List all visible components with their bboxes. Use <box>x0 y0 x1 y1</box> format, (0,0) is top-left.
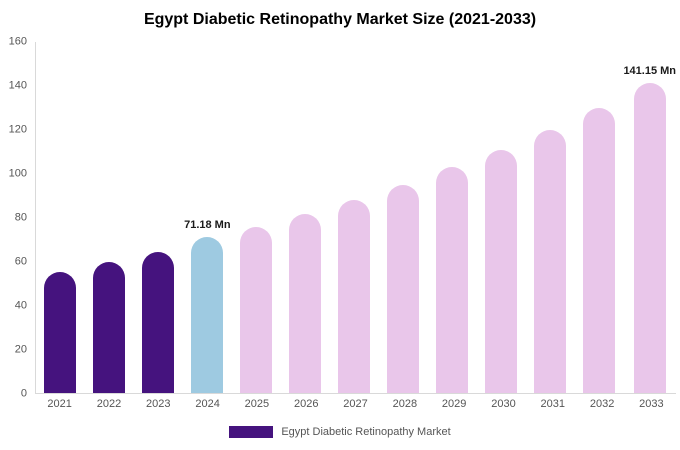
x-tick-label: 2033 <box>639 398 664 410</box>
bar-2023 <box>142 251 175 393</box>
bar-2028 <box>387 184 420 393</box>
y-tick-label: 160 <box>8 35 27 48</box>
bar-slot <box>428 42 477 393</box>
legend-swatch <box>229 426 274 438</box>
x-tick-label: 2026 <box>293 398 319 410</box>
legend-label: Egypt Diabetic Retinopathy Market <box>281 426 451 438</box>
bar-slot: 71.18 Mn <box>183 42 232 393</box>
y-tick-label: 100 <box>8 167 27 180</box>
chart-title: Egypt Diabetic Retinopathy Market Size (… <box>143 11 537 28</box>
y-tick-label: 0 <box>20 387 27 400</box>
bar-slot <box>574 42 623 393</box>
bar-2030 <box>485 149 518 393</box>
bar-slot <box>232 42 281 393</box>
y-tick-label: 120 <box>8 123 27 136</box>
x-tick-label: 2022 <box>96 398 122 410</box>
bar-2024 <box>191 236 224 393</box>
bar-slot <box>526 42 575 393</box>
y-tick-label: 40 <box>14 299 27 312</box>
x-tick-label: 2032 <box>589 398 615 410</box>
bar-slot <box>134 42 183 393</box>
x-tick-label: 2029 <box>441 398 467 410</box>
bar-slot: 141.15 Mn <box>623 42 676 393</box>
y-axis: 0 20 40 60 80 100 120 140 160 <box>0 36 33 399</box>
bar-value-label: 71.18 Mn <box>184 218 231 231</box>
bar-2031 <box>534 129 566 393</box>
bar-2029 <box>436 167 469 393</box>
y-tick-label: 60 <box>14 255 27 268</box>
y-tick-label: 80 <box>14 211 27 224</box>
y-tick-label: 140 <box>8 79 27 92</box>
x-tick-label: 2024 <box>195 398 220 410</box>
bar-2027 <box>338 199 371 393</box>
bars-container: 71.18 Mn 141.15 Mn <box>36 42 676 393</box>
bar-2025 <box>240 227 273 393</box>
legend: Egypt Diabetic Retinopathy Market <box>0 426 680 438</box>
bar-2021 <box>44 272 77 393</box>
x-tick-label: 2023 <box>146 398 171 410</box>
y-tick-label: 20 <box>14 343 27 356</box>
x-tick-label: 2031 <box>540 398 566 410</box>
x-tick-label: 2028 <box>392 398 418 410</box>
bar-value-label: 141.15 Mn <box>623 65 677 78</box>
bar-slot <box>379 42 428 393</box>
x-tick-label: 2030 <box>491 398 516 410</box>
x-tick-label: 2027 <box>343 398 368 410</box>
bar-2026 <box>289 214 322 393</box>
bar-2033 <box>633 83 666 393</box>
x-axis-labels: 2021 2022 2023 2024 2025 2026 2027 2028 2029 2030… <box>35 398 676 410</box>
bar-2032 <box>582 107 615 393</box>
bar-slot <box>477 42 526 393</box>
x-tick-label: 2025 <box>244 398 270 410</box>
bar-2022 <box>93 262 126 393</box>
x-tick-label: 2021 <box>47 398 72 410</box>
bar-slot <box>330 42 379 393</box>
bar-slot <box>281 42 330 393</box>
bar-slot <box>85 42 134 393</box>
bar-slot <box>36 42 85 393</box>
plot-area: 71.18 Mn 141.15 Mn <box>35 42 676 394</box>
